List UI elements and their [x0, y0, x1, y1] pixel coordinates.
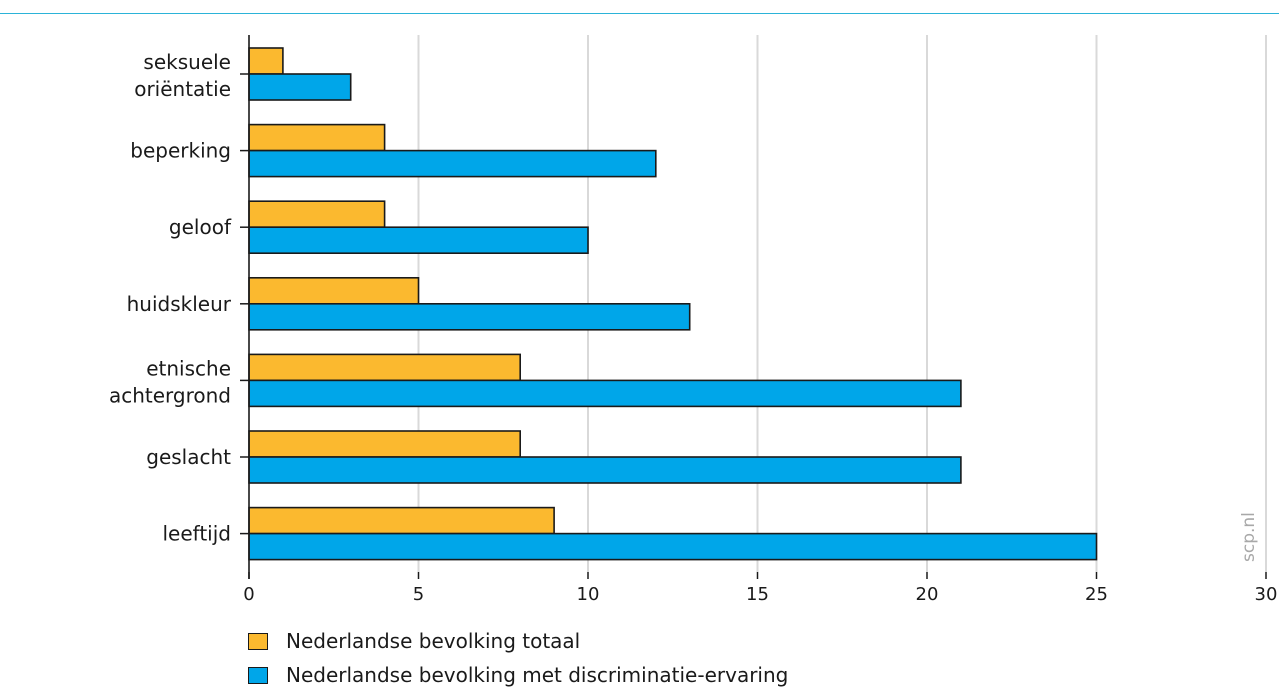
x-tick-label: 5	[413, 584, 424, 605]
bar	[248, 302, 691, 331]
legend-label: Nederlandse bevolking met discriminatie-…	[286, 663, 789, 687]
legend-item: Nederlandse bevolking met discriminatie-…	[248, 658, 788, 692]
legend-item: Nederlandse bevolking totaal	[248, 624, 788, 658]
x-tick-label: 15	[746, 584, 769, 605]
bars	[248, 47, 1098, 561]
x-tick-label: 25	[1085, 584, 1108, 605]
category-label: beperking	[130, 139, 231, 163]
category-label: geloof	[169, 215, 232, 239]
legend-swatch	[248, 666, 268, 684]
bar	[248, 532, 1098, 561]
legend-swatch	[248, 632, 268, 650]
category-labels: seksuele oriëntatie beperking geloof huidskl…	[109, 50, 232, 546]
legend: Nederlandse bevolking totaal Nederlandse …	[248, 624, 788, 692]
bar	[248, 47, 284, 75]
axes	[240, 35, 250, 579]
x-tick-label: 20	[916, 584, 939, 605]
top-rule	[0, 13, 1279, 14]
category-label: geslacht	[146, 445, 231, 469]
x-tick-label: 0	[243, 584, 254, 605]
bar	[248, 430, 522, 458]
category-label: etnische achtergrond	[109, 356, 231, 407]
bar	[248, 123, 386, 152]
x-tick-label: 10	[577, 584, 600, 605]
bar	[248, 149, 657, 178]
bar	[248, 506, 555, 535]
watermark: scp.nl	[1239, 512, 1259, 562]
bar	[248, 73, 352, 101]
bar	[248, 353, 522, 382]
legend-label: Nederlandse bevolking totaal	[286, 629, 581, 653]
bar	[248, 379, 962, 408]
category-label: seksuele oriëntatie	[134, 50, 231, 101]
bar	[248, 456, 962, 484]
category-label: huidskleur	[127, 292, 232, 316]
tick-labels: 0 5 10 15 20 25 30	[243, 572, 1277, 605]
category-label: leeftijd	[162, 522, 231, 546]
bar	[248, 276, 420, 305]
x-tick-label: 30	[1255, 584, 1278, 605]
bar-chart: seksuele oriëntatie beperking geloof huidskl…	[109, 35, 1277, 605]
bar	[248, 226, 589, 254]
bar	[248, 200, 386, 228]
